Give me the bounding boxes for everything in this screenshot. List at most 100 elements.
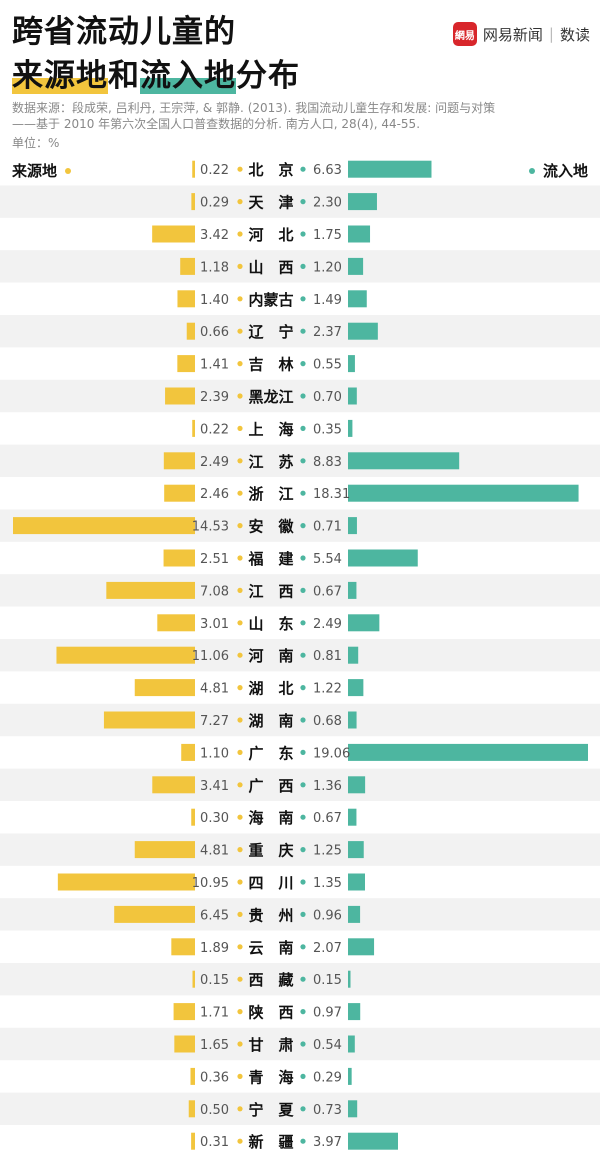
destination-value-label: 0.68 [313, 714, 342, 729]
origin-bar [103, 711, 195, 729]
origin-value-label: 1.71 [200, 1006, 229, 1021]
province-label: 天 津 [248, 194, 293, 212]
destination-bar [348, 841, 364, 859]
origin-dot [237, 717, 243, 723]
title-destination-highlight: 流入地 [140, 58, 236, 94]
origin-bar [177, 355, 195, 373]
destination-bar [348, 419, 353, 437]
origin-value-label: 11.06 [192, 649, 229, 664]
origin-bar [57, 873, 196, 891]
origin-value-label: 0.66 [200, 325, 229, 340]
province-label: 上 海 [248, 420, 293, 438]
title-origin-highlight: 来源地 [12, 58, 108, 94]
destination-dot [300, 911, 306, 918]
destination-bar [348, 322, 378, 340]
destination-bar [348, 387, 357, 405]
destination-dot [300, 847, 306, 853]
destination-dot [300, 1009, 306, 1015]
origin-dot [237, 361, 243, 367]
destination-value-label: 19.06 [313, 746, 350, 761]
province-label: 安 徽 [248, 518, 294, 536]
destination-value-label: 0.54 [313, 1038, 342, 1053]
destination-value-label: 2.37 [313, 325, 342, 340]
destination-bar [348, 257, 364, 275]
origin-dot [237, 166, 243, 172]
origin-value-label: 0.30 [200, 811, 229, 826]
destination-value-label: 0.71 [313, 520, 342, 535]
province-label: 广 西 [248, 777, 293, 795]
origin-dot [237, 393, 243, 399]
origin-bar [191, 808, 195, 826]
origin-value-label: 1.89 [200, 941, 229, 956]
destination-dot [300, 425, 306, 431]
origin-bar [13, 517, 195, 535]
legend-destination-dot [528, 167, 535, 174]
destination-dot [300, 296, 306, 302]
origin-dot [237, 782, 243, 788]
destination-value-label: 1.75 [313, 228, 342, 243]
origin-bar [190, 1067, 195, 1085]
destination-dot [300, 976, 306, 982]
origin-value-label: 10.95 [192, 876, 229, 891]
origin-bar [192, 419, 195, 437]
origin-value-label: 3.41 [200, 779, 229, 794]
origin-dot [237, 1138, 243, 1144]
origin-dot [237, 328, 243, 334]
destination-value-label: 8.83 [313, 455, 342, 470]
origin-value-label: 1.10 [200, 746, 229, 761]
destination-value-label: 1.36 [313, 779, 342, 794]
origin-value-label: 1.40 [200, 293, 229, 308]
title-distribution: 分布 [236, 58, 300, 94]
row-stripe [0, 444, 600, 477]
destination-dot [300, 879, 306, 885]
origin-bar [56, 646, 196, 664]
destination-bar [348, 290, 367, 308]
destination-value-label: 1.22 [313, 682, 342, 697]
origin-value-label: 0.29 [200, 196, 229, 211]
destination-dot [300, 458, 306, 464]
origin-value-label: 7.08 [200, 584, 229, 599]
origin-bar [163, 549, 195, 567]
destination-dot [300, 620, 306, 626]
destination-value-label: 2.07 [313, 941, 342, 956]
destination-value-label: 0.29 [313, 1070, 342, 1085]
destination-bar [348, 160, 432, 178]
row-stripe [0, 185, 600, 218]
destination-dot [300, 587, 306, 594]
destination-dot [300, 717, 306, 723]
origin-value-label: 2.51 [200, 552, 229, 567]
destination-bar [348, 225, 371, 243]
origin-bar [174, 1035, 195, 1053]
destination-dot [300, 1138, 306, 1144]
row-stripe [0, 768, 600, 801]
origin-dot [237, 976, 243, 982]
unit-label: 单位：% [12, 136, 60, 150]
destination-dot [300, 166, 306, 172]
destination-bar [348, 1003, 361, 1021]
chart-title-line2: 来源地和流入地分布 [12, 56, 300, 96]
row-stripe [0, 898, 600, 931]
province-label: 河 北 [248, 226, 293, 244]
destination-value-label: 0.96 [313, 908, 342, 923]
row-stripe [0, 574, 600, 607]
destination-dot [300, 1073, 306, 1079]
destination-value-label: 2.49 [313, 617, 342, 632]
province-label: 湖 南 [248, 712, 293, 730]
origin-dot [237, 425, 243, 431]
row-stripe [0, 963, 600, 996]
province-label: 辽 宁 [248, 323, 293, 341]
province-label: 北 京 [248, 161, 293, 179]
destination-bar [348, 193, 377, 211]
destination-value-label: 0.35 [313, 422, 342, 437]
destination-bar [348, 517, 357, 535]
destination-bar [348, 355, 355, 373]
origin-dot [237, 458, 243, 464]
legend-destination: 流入地 [528, 160, 588, 181]
destination-dot [300, 782, 306, 788]
destination-dot [300, 231, 306, 237]
province-label: 甘 肃 [248, 1036, 293, 1054]
origin-dot [237, 1009, 243, 1015]
destination-bar [348, 873, 365, 891]
province-label: 贵 州 [248, 906, 293, 924]
destination-bar [348, 711, 357, 729]
